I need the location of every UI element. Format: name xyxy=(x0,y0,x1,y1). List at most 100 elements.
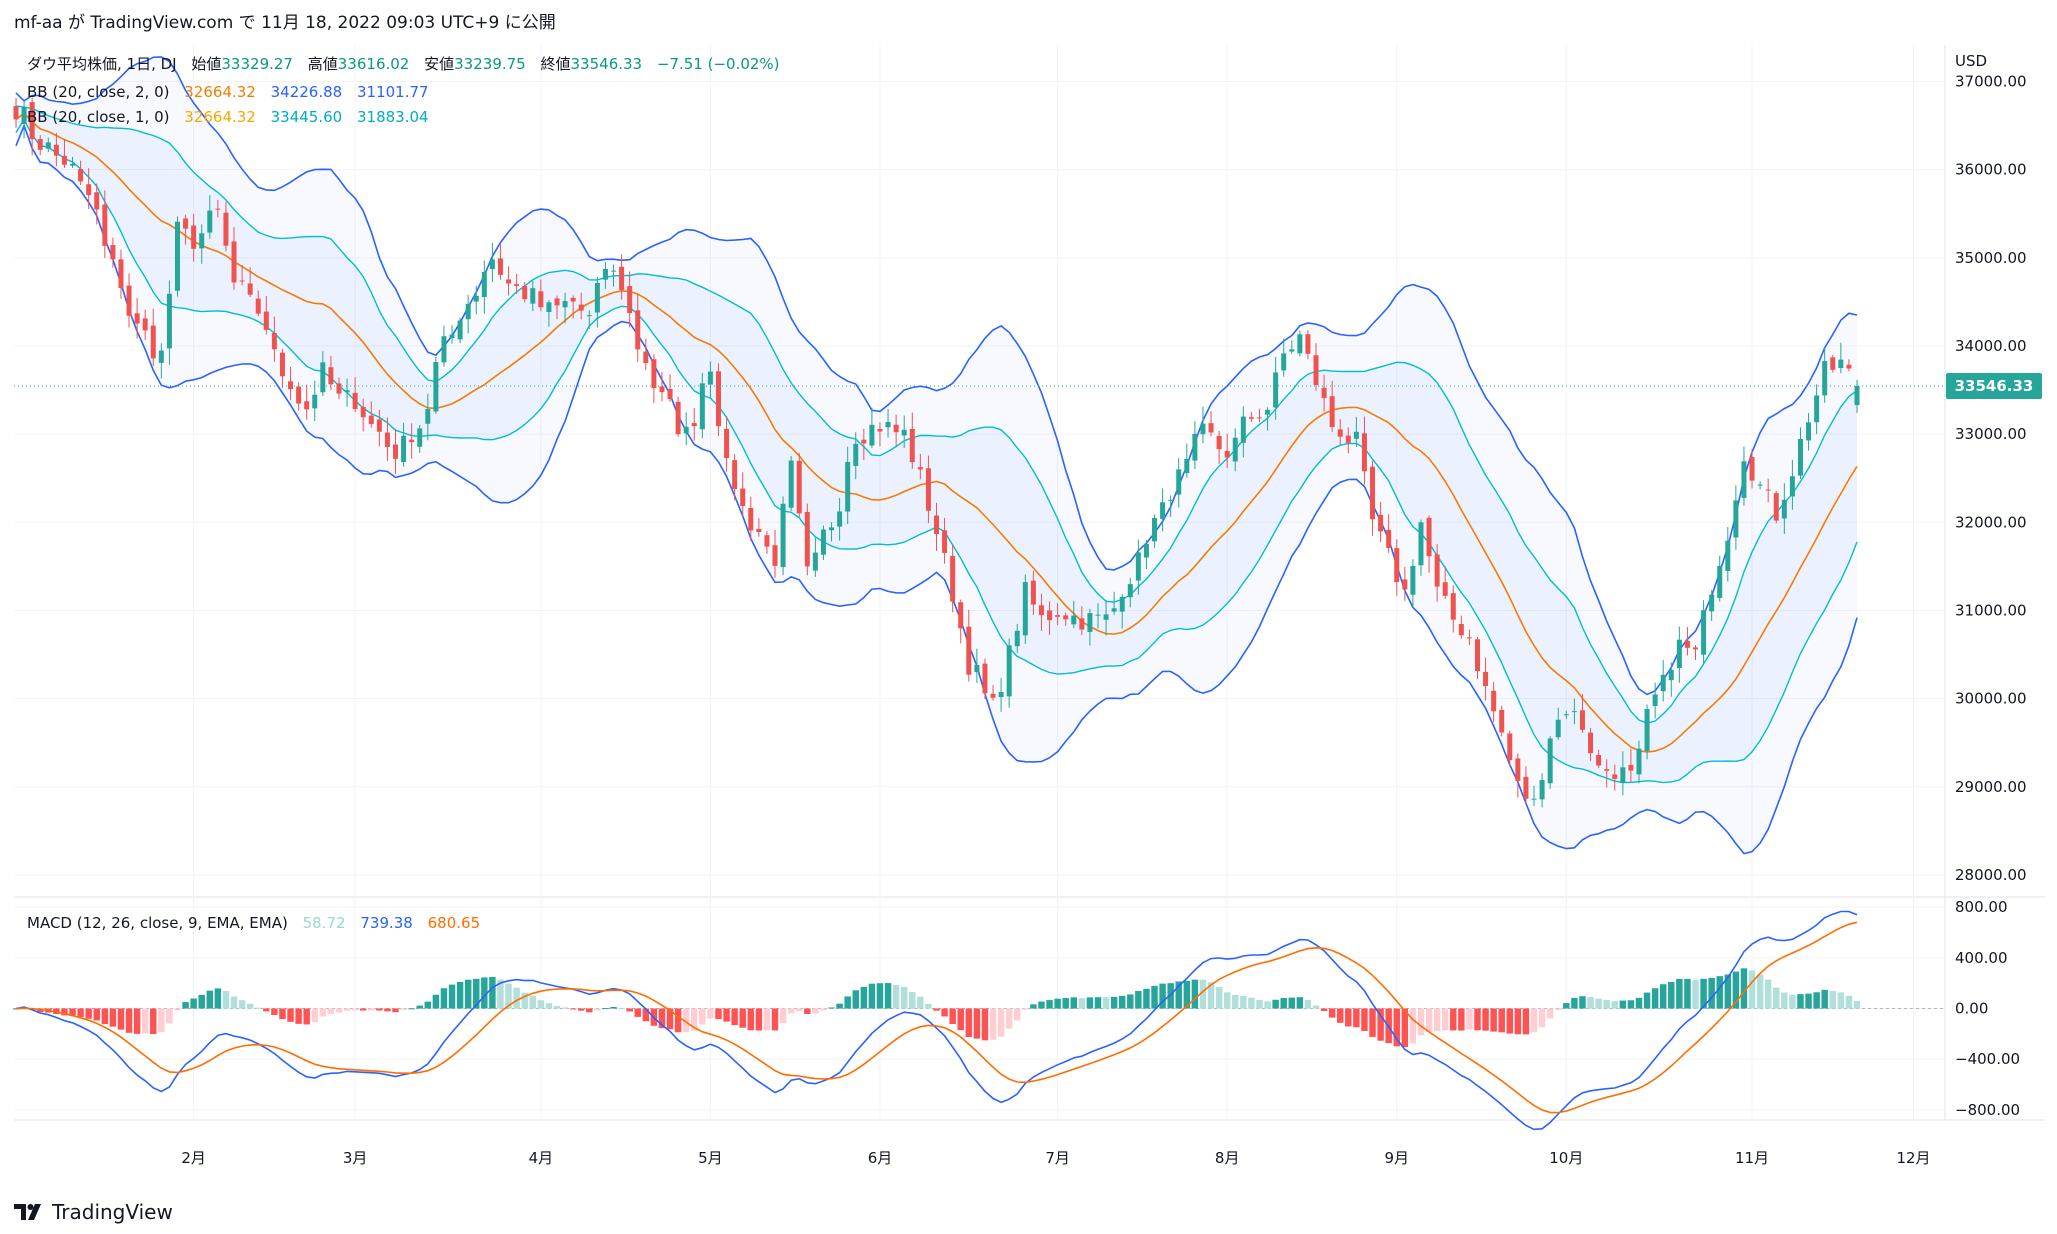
candle-body xyxy=(1668,669,1674,681)
candle-body xyxy=(465,304,471,320)
candle-body xyxy=(1103,614,1109,620)
macd-histogram-bar xyxy=(1676,978,1683,1009)
candle-body xyxy=(279,352,285,377)
legend-open-value: 33329.27 xyxy=(221,55,293,73)
macd-histogram-bar xyxy=(804,1008,811,1014)
macd-histogram-bar xyxy=(949,1008,956,1024)
candle-body xyxy=(126,285,132,316)
macd-histogram-bar xyxy=(1062,998,1069,1009)
macd-histogram-bar xyxy=(1595,998,1602,1009)
bb2-fill xyxy=(16,56,1857,854)
macd-histogram-bar xyxy=(674,1008,682,1033)
candle-body xyxy=(45,142,51,149)
macd-histogram-bar xyxy=(222,990,230,1009)
legend-macd-hist: 58.72 xyxy=(303,914,346,932)
macd-histogram-bar xyxy=(1740,968,1748,1009)
month-label: 2月 xyxy=(181,1149,206,1167)
candle-body xyxy=(1466,637,1472,639)
candle-body xyxy=(514,284,520,287)
candle-body xyxy=(360,406,366,418)
macd-histogram-bar xyxy=(1191,979,1199,1009)
month-label: 7月 xyxy=(1045,1149,1070,1167)
candle-body xyxy=(602,268,608,280)
tradingview-logo[interactable]: TradingView xyxy=(14,1199,173,1225)
candle-body xyxy=(869,424,875,446)
candle-body xyxy=(271,332,277,350)
candle-body xyxy=(1160,502,1166,519)
candle-body xyxy=(352,392,358,409)
candle-body xyxy=(368,415,374,424)
candle-body xyxy=(1216,435,1222,450)
macd-histogram-bar xyxy=(513,987,520,1009)
candle-body xyxy=(497,258,503,275)
candle-body xyxy=(255,298,261,314)
candle-body xyxy=(1749,456,1755,481)
macd-histogram-bar xyxy=(230,996,238,1009)
macd-histogram-bar xyxy=(594,1008,601,1011)
legend-bb2-basis: 32664.32 xyxy=(184,83,256,101)
candle-body xyxy=(1806,422,1812,441)
candle-body xyxy=(1588,732,1594,754)
candle-body xyxy=(764,535,770,547)
macd-histogram-bar xyxy=(1288,997,1296,1009)
macd-histogram-bar xyxy=(1102,997,1110,1009)
macd-histogram-bar xyxy=(376,1008,383,1011)
candle-body xyxy=(1232,437,1238,462)
price-tick-label: 33000.00 xyxy=(1955,425,2027,443)
legend-bb1-label: BB (20, close, 1, 0) xyxy=(27,108,169,126)
macd-histogram-bar xyxy=(852,990,859,1009)
candle-body xyxy=(1523,776,1529,799)
price-tick-label: 35000.00 xyxy=(1955,249,2027,267)
candle-body xyxy=(417,428,423,447)
macd-histogram-bar xyxy=(828,1007,835,1009)
month-label: 4月 xyxy=(529,1149,554,1167)
candle-body xyxy=(715,371,721,427)
legend-close-label: 終値 xyxy=(541,55,571,73)
candle-body xyxy=(70,163,76,166)
candle-body xyxy=(1370,466,1376,520)
candle-body xyxy=(481,271,487,297)
legend-bb2-upper: 34226.88 xyxy=(271,83,343,101)
price-tick-label: 37000.00 xyxy=(1955,72,2027,90)
macd-histogram-bar xyxy=(892,984,900,1009)
macd-histogram-bar xyxy=(93,1008,100,1021)
candle-body xyxy=(691,423,697,427)
month-label: 9月 xyxy=(1384,1149,1409,1167)
candle-body xyxy=(1386,529,1392,548)
candle-body xyxy=(1200,423,1206,435)
candle-body xyxy=(756,529,762,533)
price-tick-label: 36000.00 xyxy=(1955,161,2027,179)
macd-histogram-bar xyxy=(1845,995,1853,1009)
macd-histogram-bar xyxy=(1756,974,1764,1009)
candle-body xyxy=(1426,517,1432,557)
candle-body xyxy=(1531,798,1537,800)
candle-body xyxy=(1555,719,1561,738)
candle-body xyxy=(174,221,180,291)
legend-main: ダウ平均株価, 1日, DJ 始値33329.27 高値33616.02 安値3… xyxy=(27,55,780,73)
macd-histogram-bar xyxy=(610,1006,617,1009)
macd-histogram-bar xyxy=(1522,1008,1530,1035)
macd-histogram-bar xyxy=(1240,995,1247,1009)
candle-body xyxy=(1539,780,1545,800)
axes: 37000.00 36000.00 35000.00 34000.00 33000.00… xyxy=(14,72,2042,1167)
candle-body xyxy=(1515,758,1521,781)
candle-body xyxy=(1273,372,1279,408)
macd-histogram-bar xyxy=(1361,1008,1368,1031)
macd-histogram-bar xyxy=(368,1008,375,1011)
candle-body xyxy=(1313,355,1319,386)
candle-body xyxy=(1208,423,1214,433)
candle-body xyxy=(861,439,867,444)
candle-body xyxy=(1184,458,1190,474)
candle-body xyxy=(1345,435,1351,443)
macd-histogram-bar xyxy=(1764,979,1772,1009)
legend-bb1-basis: 32664.32 xyxy=(184,108,256,126)
macd-histogram-bar xyxy=(101,1008,109,1025)
candle-body xyxy=(562,300,568,308)
macd-histogram-bar xyxy=(1070,997,1077,1009)
candle-body xyxy=(829,527,835,531)
bollinger-bands xyxy=(15,56,1858,855)
macd-histogram-bar xyxy=(925,1003,932,1009)
month-label: 11月 xyxy=(1735,1149,1769,1167)
macd-histogram-bar xyxy=(1232,995,1239,1009)
